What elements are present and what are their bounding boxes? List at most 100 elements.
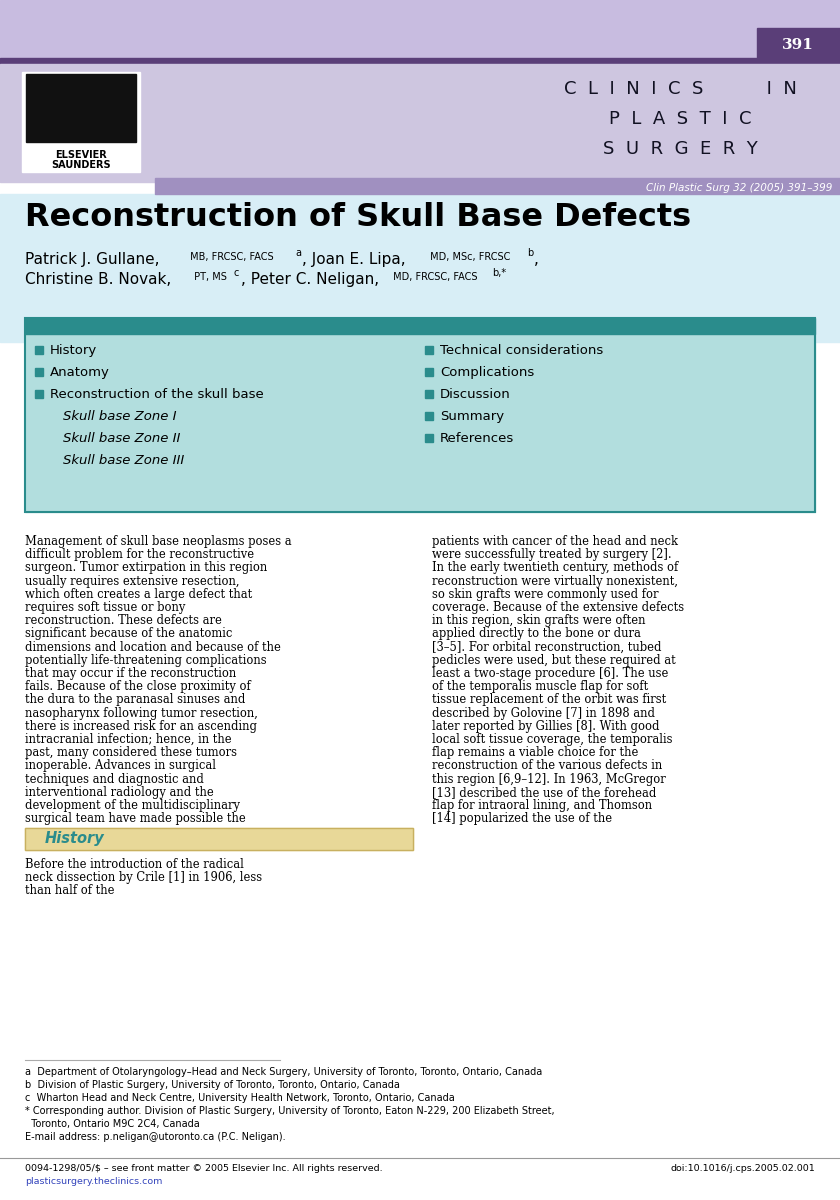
Text: techniques and diagnostic and: techniques and diagnostic and [25, 773, 204, 786]
Text: difficult problem for the reconstructive: difficult problem for the reconstructive [25, 548, 255, 562]
Bar [757, 28, 840, 58]
Text: Skull base Zone I: Skull base Zone I [63, 410, 176, 422]
Bar [0, 58, 840, 64]
Bar [26, 74, 136, 142]
Bar [35, 346, 43, 354]
Text: C  L  I  N  I  C  S           I  N: C L I N I C S I N [564, 80, 796, 98]
Text: local soft tissue coverage, the temporalis: local soft tissue coverage, the temporal… [432, 733, 673, 746]
Text: of the temporalis muscle flap for soft: of the temporalis muscle flap for soft [432, 680, 648, 694]
Text: past, many considered these tumors: past, many considered these tumors [25, 746, 237, 760]
Text: fails. Because of the close proximity of: fails. Because of the close proximity of [25, 680, 251, 694]
Text: * Corresponding author. Division of Plastic Surgery, University of Toronto, Eato: * Corresponding author. Division of Plas… [25, 1106, 554, 1116]
Bar [425, 346, 433, 354]
Text: a  Department of Otolaryngology–Head and Neck Surgery, University of Toronto, To: a Department of Otolaryngology–Head and … [25, 1067, 543, 1078]
Bar [155, 178, 840, 194]
Text: Reconstruction of the skull base: Reconstruction of the skull base [50, 388, 264, 401]
Text: [3–5]. For orbital reconstruction, tubed: [3–5]. For orbital reconstruction, tubed [432, 641, 662, 654]
Text: coverage. Because of the extensive defects: coverage. Because of the extensive defec… [432, 601, 684, 614]
Bar [25, 334, 815, 512]
Bar [0, 194, 840, 342]
Text: Technical considerations: Technical considerations [440, 344, 603, 358]
Text: Management of skull base neoplasms poses a: Management of skull base neoplasms poses… [25, 535, 291, 548]
Text: History: History [45, 832, 105, 846]
Bar [0, 0, 840, 58]
Text: surgeon. Tumor extirpation in this region: surgeon. Tumor extirpation in this regio… [25, 562, 267, 575]
Text: ELSEVIER: ELSEVIER [55, 150, 107, 160]
Text: MD, FRCSC, FACS: MD, FRCSC, FACS [390, 272, 477, 282]
Text: there is increased risk for an ascending: there is increased risk for an ascending [25, 720, 257, 733]
Bar [25, 318, 815, 512]
Text: c  Wharton Head and Neck Centre, University Health Network, Toronto, Ontario, Ca: c Wharton Head and Neck Centre, Universi… [25, 1093, 454, 1103]
Text: Clin Plastic Surg 32 (2005) 391–399: Clin Plastic Surg 32 (2005) 391–399 [646, 182, 832, 193]
Text: Skull base Zone II: Skull base Zone II [63, 432, 181, 445]
Text: S  U  R  G  E  R  Y: S U R G E R Y [602, 140, 758, 158]
Bar [22, 72, 140, 172]
Text: ,: , [534, 252, 539, 266]
Bar [425, 434, 433, 442]
Text: neck dissection by Crile [1] in 1906, less: neck dissection by Crile [1] in 1906, le… [25, 871, 262, 884]
Text: References: References [440, 432, 514, 445]
Text: in this region, skin grafts were often: in this region, skin grafts were often [432, 614, 645, 628]
Text: [13] described the use of the forehead: [13] described the use of the forehead [432, 786, 656, 799]
Text: Skull base Zone III: Skull base Zone III [63, 454, 184, 467]
Text: tissue replacement of the orbit was first: tissue replacement of the orbit was firs… [432, 694, 666, 707]
Text: c: c [234, 268, 239, 278]
Text: , Joan E. Lipa,: , Joan E. Lipa, [302, 252, 406, 266]
Bar [25, 318, 815, 334]
Text: least a two-stage procedure [6]. The use: least a two-stage procedure [6]. The use [432, 667, 669, 680]
Text: PT, MS: PT, MS [191, 272, 227, 282]
Text: MD, MSc, FRCSC: MD, MSc, FRCSC [427, 252, 511, 262]
Bar [0, 64, 840, 182]
Text: doi:10.1016/j.cps.2005.02.001: doi:10.1016/j.cps.2005.02.001 [670, 1164, 815, 1174]
Text: [14] popularized the use of the: [14] popularized the use of the [432, 812, 612, 826]
Text: Discussion: Discussion [440, 388, 511, 401]
Text: requires soft tissue or bony: requires soft tissue or bony [25, 601, 186, 614]
Text: reconstruction were virtually nonexistent,: reconstruction were virtually nonexisten… [432, 575, 678, 588]
Text: b,*: b,* [492, 268, 507, 278]
Text: plasticsurgery.theclinics.com: plasticsurgery.theclinics.com [25, 1177, 162, 1186]
Text: the dura to the paranasal sinuses and: the dura to the paranasal sinuses and [25, 694, 245, 707]
Text: In the early twentieth century, methods of: In the early twentieth century, methods … [432, 562, 678, 575]
Text: that may occur if the reconstruction: that may occur if the reconstruction [25, 667, 236, 680]
Text: reconstruction of the various defects in: reconstruction of the various defects in [432, 760, 662, 773]
Text: History: History [50, 344, 97, 358]
Text: b  Division of Plastic Surgery, University of Toronto, Toronto, Ontario, Canada: b Division of Plastic Surgery, Universit… [25, 1080, 400, 1090]
Text: surgical team have made possible the: surgical team have made possible the [25, 812, 246, 826]
Text: applied directly to the bone or dura: applied directly to the bone or dura [432, 628, 641, 641]
Text: potentially life-threatening complications: potentially life-threatening complicatio… [25, 654, 266, 667]
Text: 391: 391 [782, 38, 814, 52]
Text: Reconstruction of Skull Base Defects: Reconstruction of Skull Base Defects [25, 202, 691, 233]
Text: Complications: Complications [440, 366, 534, 379]
Text: patients with cancer of the head and neck: patients with cancer of the head and nec… [432, 535, 678, 548]
Bar [425, 368, 433, 376]
Text: , Peter C. Neligan,: , Peter C. Neligan, [241, 272, 379, 287]
Text: Patrick J. Gullane,: Patrick J. Gullane, [25, 252, 160, 266]
Text: MB, FRCSC, FACS: MB, FRCSC, FACS [187, 252, 274, 262]
Text: a: a [295, 248, 301, 258]
Text: E-mail address: p.neligan@utoronto.ca (P.C. Neligan).: E-mail address: p.neligan@utoronto.ca (P… [25, 1132, 286, 1142]
Text: 0094-1298/05/$ – see front matter © 2005 Elsevier Inc. All rights reserved.: 0094-1298/05/$ – see front matter © 2005… [25, 1164, 383, 1174]
Text: Before the introduction of the radical: Before the introduction of the radical [25, 858, 244, 871]
Text: dimensions and location and because of the: dimensions and location and because of t… [25, 641, 281, 654]
Text: intracranial infection; hence, in the: intracranial infection; hence, in the [25, 733, 232, 746]
Text: than half of the: than half of the [25, 884, 114, 898]
Bar [25, 828, 413, 850]
Text: inoperable. Advances in surgical: inoperable. Advances in surgical [25, 760, 216, 773]
Text: b: b [527, 248, 533, 258]
Text: described by Golovine [7] in 1898 and: described by Golovine [7] in 1898 and [432, 707, 655, 720]
Text: Christine B. Novak,: Christine B. Novak, [25, 272, 171, 287]
Text: development of the multidisciplinary: development of the multidisciplinary [25, 799, 240, 812]
Text: were successfully treated by surgery [2].: were successfully treated by surgery [2]… [432, 548, 672, 562]
Bar [425, 412, 433, 420]
Text: usually requires extensive resection,: usually requires extensive resection, [25, 575, 239, 588]
Bar [35, 368, 43, 376]
Text: Toronto, Ontario M9C 2C4, Canada: Toronto, Ontario M9C 2C4, Canada [25, 1118, 200, 1129]
Text: later reported by Gillies [8]. With good: later reported by Gillies [8]. With good [432, 720, 659, 733]
Text: interventional radiology and the: interventional radiology and the [25, 786, 213, 799]
Text: flap for intraoral lining, and Thomson: flap for intraoral lining, and Thomson [432, 799, 652, 812]
Text: P  L  A  S  T  I  C: P L A S T I C [609, 110, 751, 128]
Bar [425, 390, 433, 398]
Text: reconstruction. These defects are: reconstruction. These defects are [25, 614, 222, 628]
Bar [35, 390, 43, 398]
Bar [25, 828, 413, 850]
